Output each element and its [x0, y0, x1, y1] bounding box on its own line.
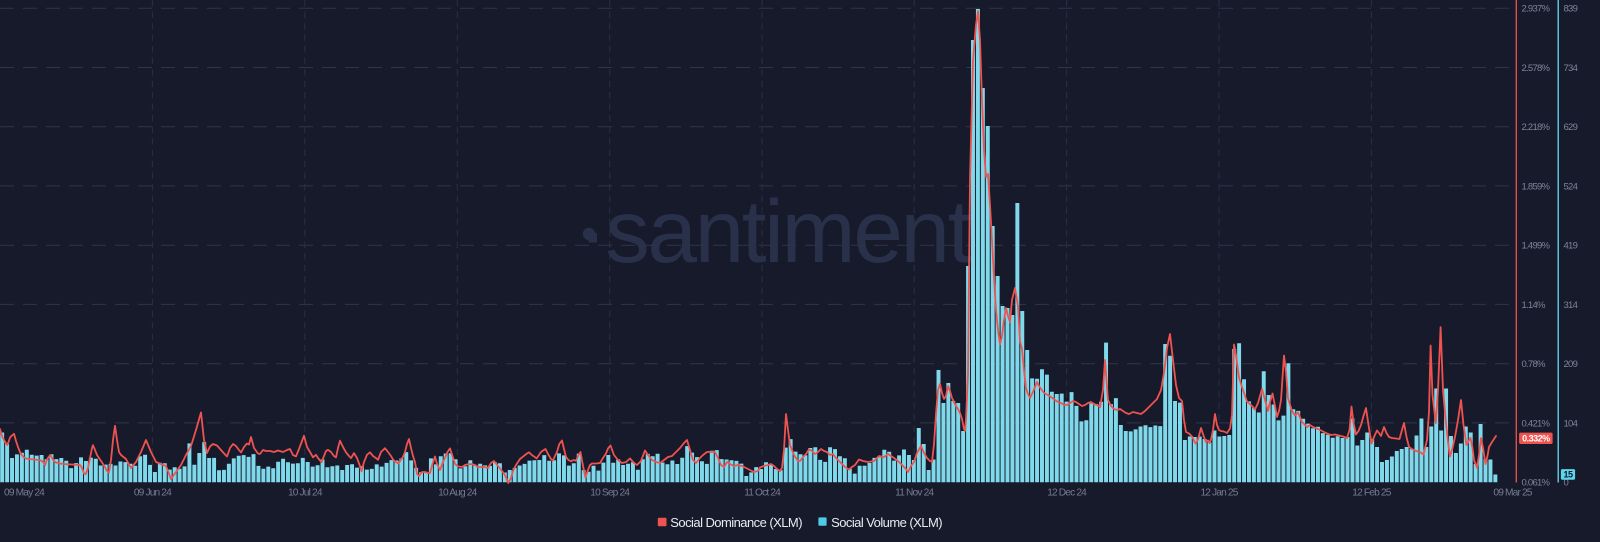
svg-text:0.061%: 0.061%	[1522, 478, 1551, 489]
svg-text:1.14%: 1.14%	[1522, 300, 1546, 311]
svg-text:11 Oct 24: 11 Oct 24	[744, 488, 781, 499]
svg-text:2.218%: 2.218%	[1522, 122, 1551, 133]
svg-text:419: 419	[1564, 241, 1578, 252]
svg-text:2.937%: 2.937%	[1522, 4, 1551, 15]
svg-text:10 Jul 24: 10 Jul 24	[288, 488, 323, 499]
svg-text:839: 839	[1564, 4, 1578, 15]
svg-text:12 Dec 24: 12 Dec 24	[1047, 488, 1087, 499]
svg-text:0.421%: 0.421%	[1522, 418, 1551, 429]
svg-text:09 Jun 24: 09 Jun 24	[134, 488, 172, 499]
svg-text:734: 734	[1564, 63, 1578, 74]
svg-text:12 Feb 25: 12 Feb 25	[1352, 488, 1391, 499]
svg-text:0: 0	[1564, 478, 1569, 489]
svg-text:12 Jan 25: 12 Jan 25	[1200, 488, 1238, 499]
svg-text:104: 104	[1564, 418, 1578, 429]
svg-text:10 Sep 24: 10 Sep 24	[590, 488, 630, 499]
svg-text:Social Dominance (XLM): Social Dominance (XLM)	[670, 515, 802, 530]
svg-text:629: 629	[1564, 122, 1578, 133]
svg-text:15: 15	[1563, 470, 1573, 480]
svg-text:0.78%: 0.78%	[1522, 359, 1546, 370]
svg-text:11 Nov 24: 11 Nov 24	[895, 488, 934, 499]
svg-text:0.332%: 0.332%	[1522, 433, 1550, 443]
svg-text:09 May 24: 09 May 24	[4, 488, 45, 499]
svg-text:1.499%: 1.499%	[1522, 241, 1551, 252]
svg-text:209: 209	[1564, 359, 1578, 370]
svg-text:10 Aug 24: 10 Aug 24	[438, 488, 477, 499]
svg-text:314: 314	[1564, 300, 1578, 311]
svg-text:09 Mar 25: 09 Mar 25	[1493, 488, 1532, 499]
svg-text:1.859%: 1.859%	[1522, 181, 1551, 192]
svg-text:524: 524	[1564, 181, 1578, 192]
svg-text:2.578%: 2.578%	[1522, 63, 1551, 74]
svg-text:Social Volume (XLM): Social Volume (XLM)	[831, 515, 942, 530]
svg-text:·santiment: ·santiment	[578, 181, 973, 281]
